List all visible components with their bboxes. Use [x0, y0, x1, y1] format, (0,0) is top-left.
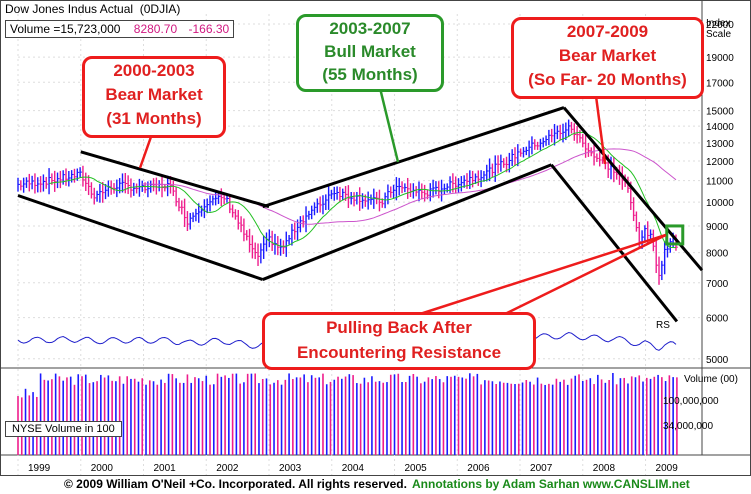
price-tick-label: 19000 — [706, 53, 734, 64]
price-tick-label: 13000 — [706, 139, 734, 150]
price-tick-label: 6000 — [706, 314, 729, 325]
year-tick-label: 2005 — [405, 463, 428, 474]
annotation-lines — [138, 87, 685, 316]
resistance-arrow — [419, 233, 667, 316]
ma-short-line — [48, 131, 677, 249]
resistance-arrow — [504, 233, 667, 316]
volume-legend: NYSE Volume in 100 — [5, 421, 122, 437]
price-tick-label: 22000 — [706, 20, 734, 31]
callout-bull-2003: 2003-2007 Bull Market (55 Months) — [296, 14, 444, 92]
callout-bear-2007: 2007-2009 Bear Market (So Far- 20 Months… — [511, 17, 704, 99]
year-tick-label: 2001 — [154, 463, 177, 474]
trendline — [262, 163, 552, 281]
chart-title: Dow Jones Indus Actual (0DJIA) — [5, 2, 180, 16]
price-tick-label: 8000 — [706, 249, 729, 260]
price-tick-label: 11000 — [706, 177, 734, 188]
callout-bear-2000: 2000-2003 Bear Market (31 Months) — [82, 56, 226, 138]
volume-panel-title: Volume (00) — [684, 374, 738, 385]
index-symbol: (0DJIA) — [139, 2, 181, 16]
volume-bars — [17, 373, 678, 455]
price-tick-label: 9000 — [706, 222, 729, 233]
trendlines — [17, 106, 704, 323]
year-tick-label: 2000 — [91, 463, 114, 474]
price-tick-label: 15000 — [706, 107, 734, 118]
price-tick-label: 7000 — [706, 279, 729, 290]
year-tick-label: 2003 — [279, 463, 302, 474]
index-name: Dow Jones Indus Actual — [5, 2, 134, 16]
callout-bear1-period: 2000-2003 — [113, 61, 195, 80]
trendline — [17, 194, 264, 281]
price-tick-label: 10000 — [706, 198, 734, 209]
volume-tick-100m: 100,000,000 — [663, 396, 719, 407]
callout-bear2-duration: (So Far- 20 Months) — [528, 70, 687, 89]
price-tick-label: 12000 — [706, 157, 734, 168]
callout-bear2-type: Bear Market — [558, 46, 657, 65]
price-tick-label: 5000 — [706, 355, 729, 366]
ma-long-line — [142, 148, 677, 225]
price-tick-label: 14000 — [706, 122, 734, 133]
callout-resistance: Pulling Back After Encountering Resistan… — [262, 312, 536, 370]
year-tick-label: 2008 — [593, 463, 616, 474]
callout-resistance-line2: Encountering Resistance — [296, 343, 502, 362]
bear1-pointer — [138, 133, 154, 169]
trendline — [550, 163, 679, 323]
bear2-pointer — [594, 95, 607, 165]
copyright-text: © 2009 William O'Neil +Co. Incorporated.… — [64, 477, 407, 491]
callout-bull-period: 2003-2007 — [329, 19, 411, 38]
callout-bear1-duration: (31 Months) — [106, 109, 202, 128]
index-scale-label: Index Scale — [706, 18, 732, 40]
resistance-box — [665, 224, 685, 246]
price-tick-label: 17000 — [706, 78, 734, 89]
year-tick-label: 2004 — [342, 463, 365, 474]
annotations-credit: Annotations by Adam Sarhan www.CANSLIM.n… — [412, 477, 690, 491]
price-bars — [17, 119, 678, 285]
volume-label: Volume =15,723,000 — [10, 22, 121, 36]
year-tick-label: 2006 — [467, 463, 490, 474]
callout-bear2-period: 2007-2009 — [566, 22, 649, 41]
callout-bull-duration: (55 Months) — [322, 65, 418, 84]
year-tick-label: 2002 — [216, 463, 239, 474]
rs-label: RS — [656, 320, 670, 331]
year-tick-label: 2009 — [656, 463, 679, 474]
price-value: 8280.70 — [133, 22, 178, 36]
callout-resistance-line1: Pulling Back After — [326, 318, 472, 337]
callout-bull-type: Bull Market — [324, 42, 416, 61]
trendline — [80, 150, 270, 209]
callout-bear1-type: Bear Market — [105, 85, 203, 104]
volume-tick-34m: 34,000,000 — [663, 421, 714, 432]
year-tick-label: 2007 — [530, 463, 553, 474]
trendline — [262, 106, 565, 209]
year-tick-label: 1999 — [28, 463, 51, 474]
price-change: -166.30 — [188, 22, 230, 36]
volume-readout: Volume =15,723,000 8280.70 -166.30 — [5, 20, 235, 38]
bull-pointer — [378, 87, 400, 163]
